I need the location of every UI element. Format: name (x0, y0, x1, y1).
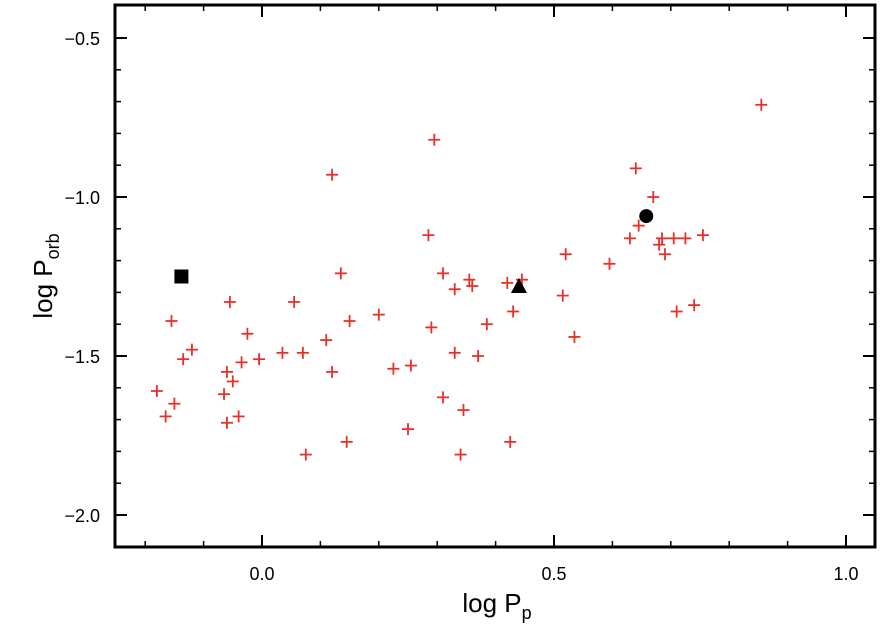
plus-point (679, 232, 692, 245)
plus-point (168, 397, 181, 410)
plus-point (340, 435, 353, 448)
plus-point (425, 321, 438, 334)
plus-point (755, 98, 768, 111)
plus-point (556, 289, 569, 302)
plus-point (253, 353, 266, 366)
plus-point (466, 280, 479, 293)
axis-ticks (115, 5, 875, 547)
plus-point (343, 315, 356, 328)
y-axis-label: log Porb (28, 233, 63, 318)
plus-point (159, 410, 172, 423)
y-tick-label: −2.0 (64, 506, 100, 526)
plus-point (647, 191, 660, 203)
plus-point (667, 232, 680, 245)
plus-point (218, 388, 231, 401)
plus-point (296, 346, 309, 359)
plus-point (632, 219, 645, 232)
plus-point (288, 295, 301, 308)
x-axis-label: log Pp (462, 588, 531, 623)
plus-point (603, 257, 616, 270)
plus-point (402, 423, 414, 436)
plus-point (404, 359, 417, 372)
plus-point (220, 365, 233, 378)
plus-point (220, 416, 233, 429)
plus-point (437, 391, 450, 404)
plus-point (688, 299, 701, 312)
plus-point (696, 229, 709, 242)
plus-point (326, 365, 339, 378)
plus-point (448, 283, 461, 296)
plus-point (670, 305, 683, 318)
data-points (150, 98, 768, 461)
plus-point (472, 350, 485, 362)
plus-point (448, 346, 461, 359)
plus-point (501, 276, 514, 289)
axis-tick-labels: 0.0 0.5 1.0 −0.5 −1.0 −1.5 −2.0 (64, 29, 858, 584)
plus-point (387, 362, 400, 375)
plus-point (504, 435, 517, 448)
plus-point (568, 330, 581, 343)
plus-point (223, 295, 236, 308)
x-tick-label: 0.0 (249, 564, 274, 584)
plus-point (299, 448, 312, 461)
plus-point (559, 248, 572, 261)
plus-point (185, 343, 198, 356)
plus-point (428, 133, 441, 146)
plus-point (437, 267, 450, 280)
plus-point (422, 229, 435, 242)
plus-point (235, 356, 248, 369)
y-tick-label: −0.5 (64, 29, 100, 49)
plus-point (463, 273, 476, 286)
square-point (174, 269, 189, 284)
plus-point (623, 232, 636, 245)
plot-frame (113, 3, 877, 549)
plus-point (232, 410, 245, 423)
plus-point (653, 238, 666, 251)
plus-point (177, 353, 190, 366)
plus-point (241, 327, 254, 340)
plus-point (507, 305, 520, 318)
triangle-point (510, 278, 527, 294)
plus-point (658, 248, 671, 261)
plus-point (165, 315, 178, 328)
plus-point (656, 232, 669, 245)
circle-point (639, 209, 654, 224)
plus-point (480, 318, 493, 331)
x-tick-label: 1.0 (833, 564, 858, 584)
plus-point (457, 404, 470, 417)
plus-point (454, 448, 467, 461)
plus-point (150, 384, 163, 397)
plus-point (372, 308, 385, 321)
x-tick-label: 0.5 (541, 564, 566, 584)
plus-point (320, 334, 333, 347)
plus-point (629, 162, 642, 175)
y-tick-label: −1.5 (64, 347, 100, 367)
y-tick-label: −1.0 (64, 188, 100, 208)
plus-point (326, 168, 339, 181)
plus-point (334, 267, 347, 280)
plus-point (226, 375, 239, 388)
plus-point (276, 346, 289, 359)
